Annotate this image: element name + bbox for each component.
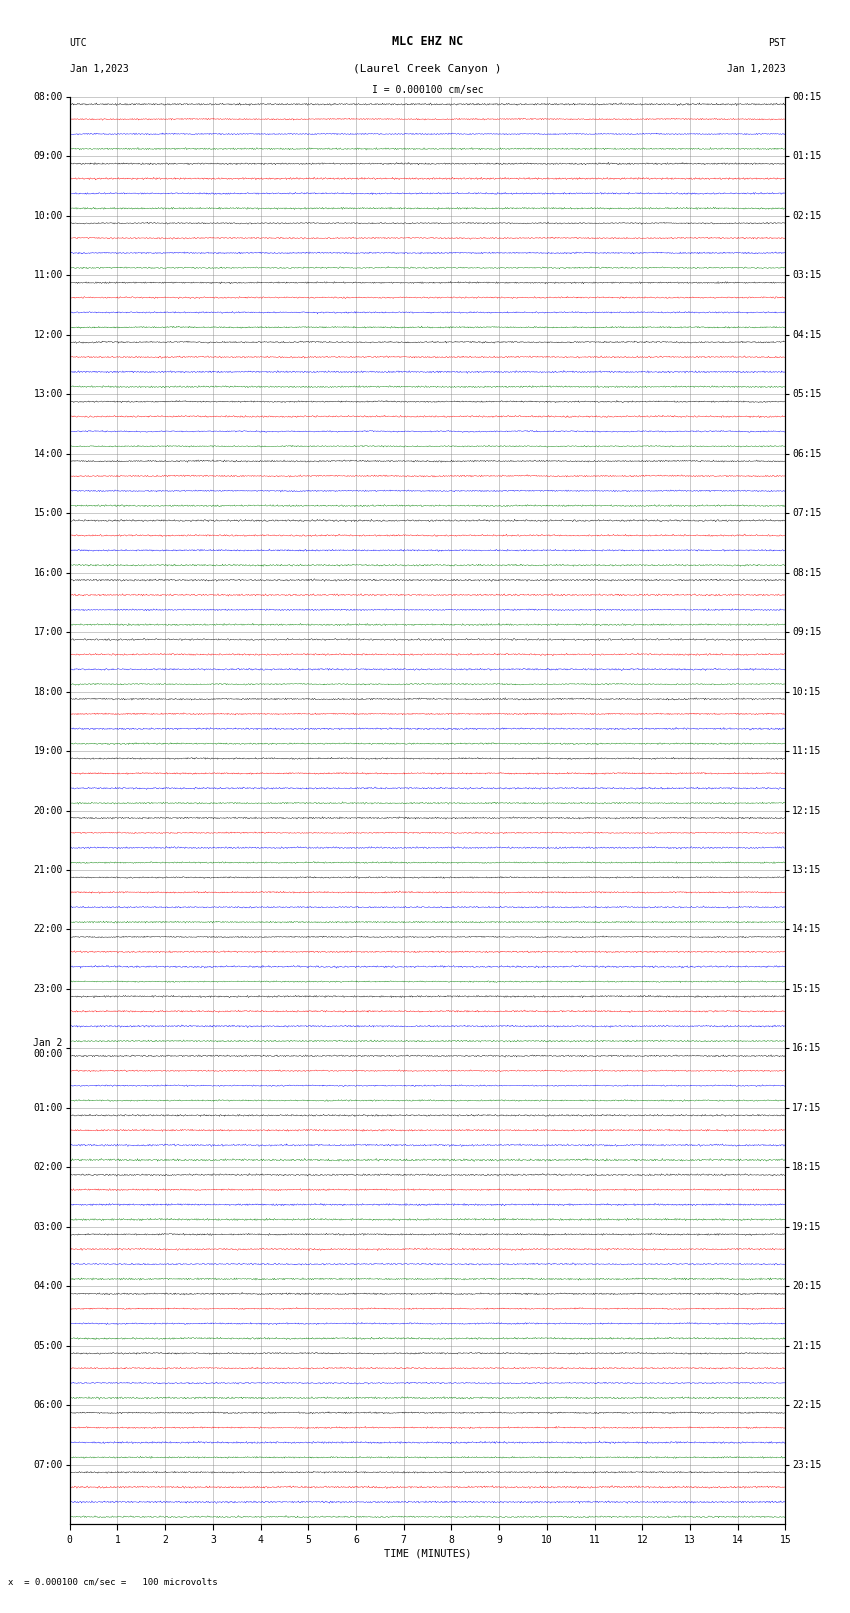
Text: MLC EHZ NC: MLC EHZ NC	[392, 35, 463, 48]
Text: PST: PST	[768, 39, 785, 48]
Text: (Laurel Creek Canyon ): (Laurel Creek Canyon )	[354, 65, 501, 74]
Text: UTC: UTC	[70, 39, 88, 48]
Text: Jan 1,2023: Jan 1,2023	[70, 65, 128, 74]
Text: Jan 1,2023: Jan 1,2023	[727, 65, 785, 74]
X-axis label: TIME (MINUTES): TIME (MINUTES)	[384, 1548, 471, 1558]
Text: x  = 0.000100 cm/sec =   100 microvolts: x = 0.000100 cm/sec = 100 microvolts	[8, 1578, 218, 1587]
Text: I = 0.000100 cm/sec: I = 0.000100 cm/sec	[371, 85, 484, 95]
